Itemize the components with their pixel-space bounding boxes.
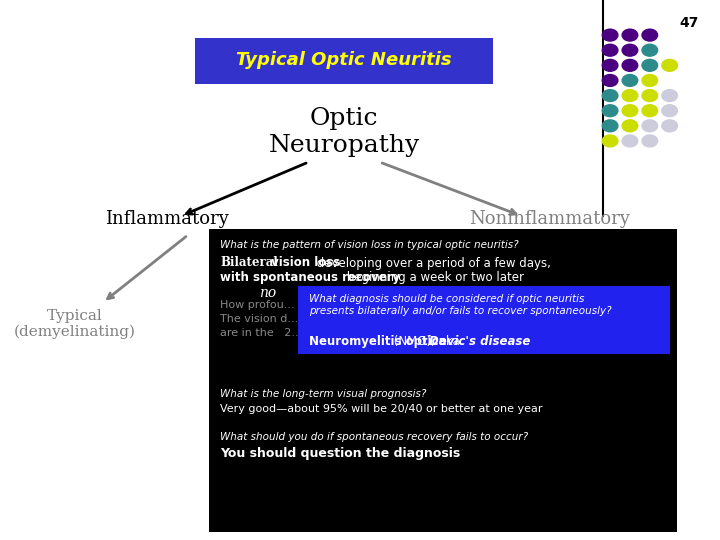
Circle shape bbox=[642, 105, 657, 117]
Circle shape bbox=[602, 59, 618, 71]
Circle shape bbox=[662, 105, 678, 117]
Text: Noninflammatory: Noninflammatory bbox=[469, 210, 630, 228]
Text: What should you do if spontaneous recovery fails to occur?: What should you do if spontaneous recove… bbox=[220, 432, 528, 442]
Text: Typical Optic Neuritis: Typical Optic Neuritis bbox=[236, 51, 452, 70]
Circle shape bbox=[662, 90, 678, 102]
Circle shape bbox=[642, 29, 657, 41]
Text: no: no bbox=[259, 286, 276, 300]
Circle shape bbox=[622, 90, 638, 102]
Circle shape bbox=[602, 120, 618, 132]
Text: 47: 47 bbox=[680, 16, 698, 30]
FancyBboxPatch shape bbox=[298, 286, 670, 354]
Text: Typical
(demyelinating): Typical (demyelinating) bbox=[14, 309, 135, 339]
Circle shape bbox=[622, 44, 638, 56]
Text: with spontaneous recovery: with spontaneous recovery bbox=[220, 271, 400, 284]
Text: You should question the diagnosis: You should question the diagnosis bbox=[220, 447, 460, 460]
Circle shape bbox=[602, 29, 618, 41]
Text: beginning a week or two later: beginning a week or two later bbox=[343, 271, 523, 284]
Text: Optic
Neuropathy: Optic Neuropathy bbox=[269, 107, 420, 157]
Circle shape bbox=[662, 59, 678, 71]
Circle shape bbox=[642, 90, 657, 102]
FancyBboxPatch shape bbox=[195, 38, 493, 84]
Circle shape bbox=[622, 120, 638, 132]
Circle shape bbox=[622, 59, 638, 71]
Text: Bilateral: Bilateral bbox=[220, 256, 278, 269]
Text: How profou...: How profou... bbox=[220, 300, 294, 310]
Text: Inflammatory: Inflammatory bbox=[105, 210, 229, 228]
Text: are in the   2...: are in the 2... bbox=[220, 328, 302, 339]
Text: What is the long-term visual prognosis?: What is the long-term visual prognosis? bbox=[220, 389, 426, 399]
Circle shape bbox=[602, 75, 618, 86]
Circle shape bbox=[602, 105, 618, 117]
Circle shape bbox=[602, 135, 618, 147]
Text: (NMO), aka: (NMO), aka bbox=[390, 335, 464, 348]
Circle shape bbox=[642, 135, 657, 147]
Text: Neuromyelitis optica: Neuromyelitis optica bbox=[309, 335, 446, 348]
Circle shape bbox=[642, 120, 657, 132]
FancyBboxPatch shape bbox=[210, 230, 678, 532]
Text: developing over a period of a few days,: developing over a period of a few days, bbox=[313, 256, 551, 269]
Text: vision loss: vision loss bbox=[267, 256, 340, 269]
Circle shape bbox=[642, 75, 657, 86]
Text: The vision d...                                       ary: The vision d... ary bbox=[220, 314, 453, 325]
Text: Very good—about 95% will be 20/40 or better at one year: Very good—about 95% will be 20/40 or bet… bbox=[220, 404, 542, 414]
Circle shape bbox=[622, 135, 638, 147]
Circle shape bbox=[662, 120, 678, 132]
Circle shape bbox=[602, 90, 618, 102]
Text: What diagnosis should be considered if optic neuritis
presents bilaterally and/o: What diagnosis should be considered if o… bbox=[309, 294, 611, 316]
Circle shape bbox=[622, 75, 638, 86]
Circle shape bbox=[642, 59, 657, 71]
Text: Devic's disease: Devic's disease bbox=[429, 335, 531, 348]
Circle shape bbox=[602, 44, 618, 56]
Circle shape bbox=[642, 44, 657, 56]
Text: What is the pattern of vision loss in typical optic neuritis?: What is the pattern of vision loss in ty… bbox=[220, 240, 518, 251]
Circle shape bbox=[622, 29, 638, 41]
Circle shape bbox=[622, 105, 638, 117]
